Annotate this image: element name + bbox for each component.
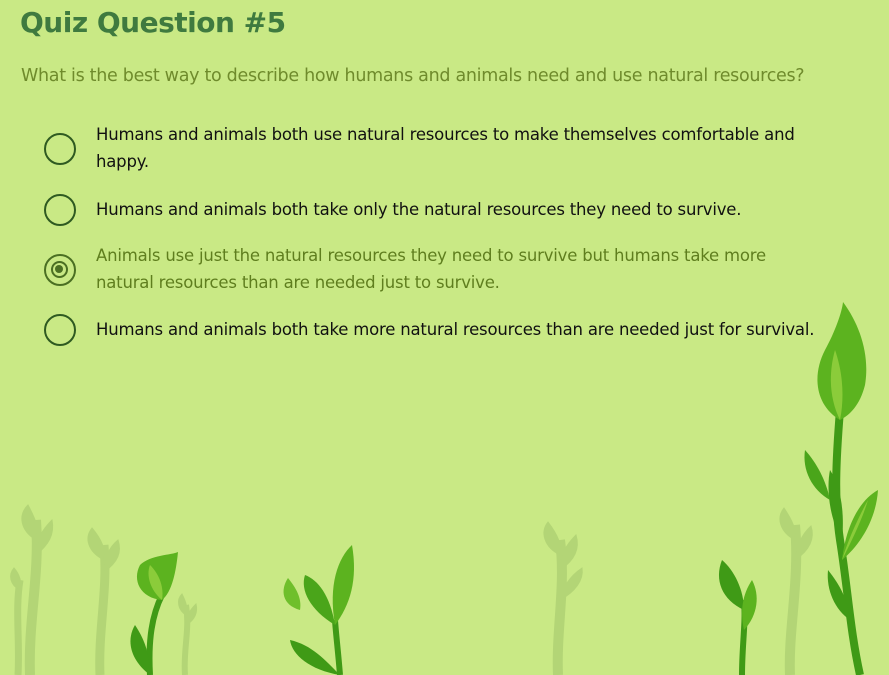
- answer-option-4[interactable]: Humans and animals both take more natura…: [44, 314, 864, 346]
- answer-option-1-line2: happy.: [96, 152, 149, 171]
- answer-option-3[interactable]: Animals use just the natural resources t…: [44, 242, 864, 298]
- faded-sprouts: [10, 504, 813, 675]
- answer-option-3-line2: natural resources than are needed just t…: [96, 273, 500, 292]
- sprout-left: [130, 552, 178, 675]
- answer-option-4-line1: Humans and animals both take more natura…: [96, 320, 815, 339]
- answer-option-2-line1: Humans and animals both take only the na…: [96, 200, 742, 219]
- answer-option-1-text: Humans and animals both use natural reso…: [96, 121, 795, 175]
- radio-button-1[interactable]: [44, 133, 76, 165]
- radio-selected-indicator: [51, 261, 68, 278]
- answer-option-3-text: Animals use just the natural resources t…: [96, 242, 766, 296]
- answer-option-1[interactable]: Humans and animals both use natural reso…: [44, 121, 864, 177]
- answer-option-2-text: Humans and animals both take only the na…: [96, 196, 742, 223]
- quiz-title: Quiz Question #5: [20, 6, 286, 39]
- answer-option-2[interactable]: Humans and animals both take only the na…: [44, 194, 864, 226]
- answer-option-1-line1: Humans and animals both use natural reso…: [96, 125, 795, 144]
- radio-button-2[interactable]: [44, 194, 76, 226]
- vine-right: [718, 302, 878, 675]
- answer-option-3-line1: Animals use just the natural resources t…: [96, 246, 766, 265]
- answer-option-4-text: Humans and animals both take more natura…: [96, 316, 814, 343]
- radio-button-4[interactable]: [44, 314, 76, 346]
- sprout-middle: [283, 545, 355, 675]
- radio-button-3-selected[interactable]: [44, 254, 76, 286]
- question-text: What is the best way to describe how hum…: [21, 66, 805, 86]
